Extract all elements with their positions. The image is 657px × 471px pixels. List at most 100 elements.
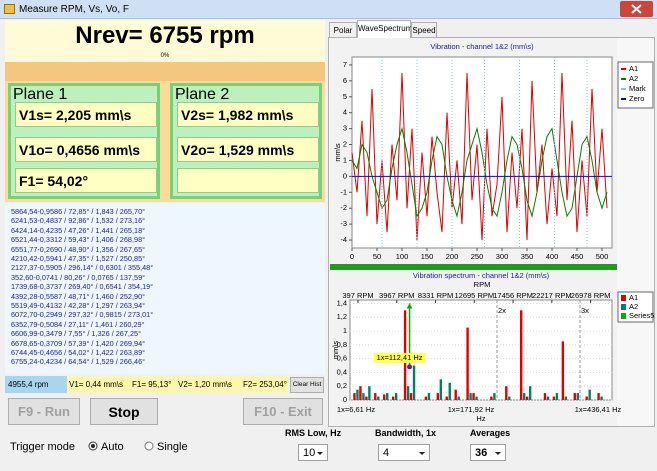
y-tick-label: 2 xyxy=(343,140,347,149)
stop-button[interactable]: Stop xyxy=(90,398,158,425)
clear-hist-button[interactable]: Clear Hist xyxy=(290,377,324,393)
spectrum-bar xyxy=(424,396,428,400)
spectrum-bar xyxy=(528,386,532,400)
y-tick-label: 0,4 xyxy=(337,367,347,376)
planes-area: Plane 1 V1s= 2,205 mm\s V1o= 0,4656 mm\s… xyxy=(5,81,325,202)
x-tick-label: 300 xyxy=(496,252,509,261)
spectrum-bar xyxy=(472,393,475,400)
window-title: Measure RPM, Vs, Vo, F xyxy=(19,4,130,15)
run-button[interactable]: F9 - Run xyxy=(8,398,80,425)
legend-label: Series5 xyxy=(629,311,654,320)
spectrum-bar xyxy=(466,327,469,400)
averages-dropdown[interactable]: 36 xyxy=(470,444,506,461)
spectrum-bar xyxy=(457,396,460,400)
bandwidth-dropdown[interactable]: 4 xyxy=(378,444,430,461)
y-tick-label: 7 xyxy=(343,60,347,69)
x-axis-label: Hz xyxy=(476,414,485,423)
y-tick-label: 0,8 xyxy=(337,340,347,349)
spectrum-bar xyxy=(519,310,523,400)
y-axis-label: mm\s xyxy=(331,341,340,360)
history-line: 1739,68-0,3737 / 269,40° / 0,6541 / 354,… xyxy=(11,282,154,292)
x-tick-label: 100 xyxy=(396,252,409,261)
plot-area xyxy=(349,299,613,401)
radio-auto[interactable] xyxy=(88,441,98,451)
spectrum-bar xyxy=(359,386,362,400)
legend-swatch xyxy=(621,313,626,319)
plane1: Plane 1 V1s= 2,205 mm\s V1o= 0,4656 mm\s… xyxy=(8,83,160,199)
charts: Vibration - channel 1&2 (mm\s) mm\s RPM -4 -… xyxy=(330,38,654,426)
y-tick-label: 1,2 xyxy=(337,312,347,321)
status-rpm: 4955,4 rpm xyxy=(8,380,49,389)
rpm-label: 26978 RPM xyxy=(571,291,611,300)
spectrum-bar xyxy=(439,379,443,400)
tab[interactable]: Polar xyxy=(329,22,357,38)
chart-title: Vibration - channel 1&2 (mm\s) xyxy=(430,42,534,51)
y-axis-label: mm\s xyxy=(333,143,342,162)
spectrum-bar xyxy=(386,393,389,400)
exit-button[interactable]: F10 - Exit xyxy=(243,398,323,425)
spectrum-bar xyxy=(493,393,496,400)
hz-label: 1x=6,61 Hz xyxy=(337,405,375,414)
spectrum-bar xyxy=(412,365,416,400)
x-tick-label: 500 xyxy=(596,252,609,261)
x-tick-label: 200 xyxy=(446,252,459,261)
spectrum-bar xyxy=(454,389,457,400)
radio-single[interactable] xyxy=(144,441,154,451)
y-tick-label: -3 xyxy=(340,219,347,228)
legend-label: A2 xyxy=(629,302,638,311)
hz-label: 1x=436,41 Hz xyxy=(575,405,622,414)
spectrum-bar xyxy=(552,396,556,400)
status-v1: V1= 0,44 mm\s xyxy=(69,380,124,389)
spectrum-bar xyxy=(564,396,568,400)
y-tick-label: -2 xyxy=(340,203,347,212)
history-line: 6755,24-0,4234 / 64,54° / 1,529 / 266,46… xyxy=(11,357,146,367)
spectrum-bar xyxy=(490,396,493,400)
history-line: 4210,42-0,5941 / 47,35° / 1,527 / 250,85… xyxy=(11,254,146,263)
tab-selected[interactable]: WaveSpectrum xyxy=(357,20,412,38)
value-field: V2o= 1,529 mm\s xyxy=(177,137,319,162)
legend-box xyxy=(617,61,654,109)
trigger-label: Trigger mode xyxy=(10,441,76,453)
progress-bar xyxy=(5,62,325,81)
spectrum-bar xyxy=(555,393,559,400)
chart-title: Vibration spectrum - channel 1&2 (mm\s) xyxy=(413,271,550,280)
radio-single-label[interactable]: Single xyxy=(157,441,188,453)
legend-swatch xyxy=(621,304,626,310)
value-field: V2s= 1,982 mm\s xyxy=(177,102,319,127)
y-tick-label: 1 xyxy=(343,326,347,335)
history-line: 6606,99-0,3479 / 7,55° / 1,326 / 267,25° xyxy=(11,329,141,339)
spectrum-bar xyxy=(427,393,431,400)
x-tick-label: 150 xyxy=(421,252,434,261)
x-tick-label: 400 xyxy=(546,252,559,261)
spectrum-bar xyxy=(394,393,398,400)
history-line: 6072,70-0,2949 / 297,32° / 0,9815 / 273,… xyxy=(11,310,154,320)
y-tick-label: 0,2 xyxy=(337,381,347,390)
app-icon xyxy=(4,4,15,14)
spectrum-bar xyxy=(353,393,356,400)
spectrum-bar xyxy=(508,396,511,400)
spectrum-bar xyxy=(445,396,448,400)
radio-auto-label[interactable]: Auto xyxy=(101,441,124,453)
history-line: 5519,49-0,4132 / 42,28° / 1,297 / 263,94… xyxy=(11,301,146,310)
spectrum-bar xyxy=(362,393,365,400)
legend-label: Zero xyxy=(629,94,644,103)
history-line: 6241,53-0,4837 / 92,86° / 1,532 / 273,16… xyxy=(11,216,146,226)
close-button[interactable] xyxy=(620,1,653,17)
spectrum-bar xyxy=(374,393,377,400)
wave-line xyxy=(351,72,608,241)
status-f2: F2= 253,04° xyxy=(243,380,287,389)
status-f1: F1= 95,13° xyxy=(132,380,172,389)
annotation: 1x=112,41 Hz xyxy=(377,353,423,362)
y-tick-label: -1 xyxy=(340,187,347,196)
tab[interactable]: Speed xyxy=(411,22,437,38)
spectrum-bar xyxy=(469,393,472,400)
rpm-label: 3967 RPM xyxy=(379,291,414,300)
x-tick-label: 50 xyxy=(373,252,381,261)
rms-dropdown[interactable]: 10 xyxy=(298,444,328,461)
y-tick-label: 1,4 xyxy=(337,298,347,307)
rms-label: RMS Low, Hz xyxy=(285,428,342,438)
progress-text: 0% xyxy=(160,53,170,59)
rpm-label: 17456 RPM xyxy=(493,291,533,300)
history-line: 6678,65-0,3709 / 57,39° / 1,420 / 269,94… xyxy=(11,338,146,348)
spectrum-bar xyxy=(546,396,550,400)
